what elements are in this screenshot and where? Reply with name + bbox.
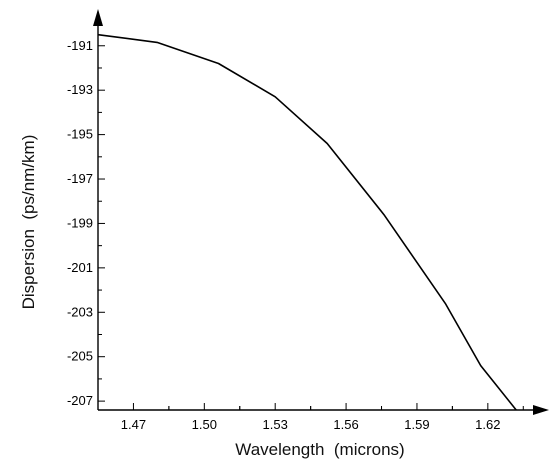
y-tick-label: -205	[67, 349, 93, 364]
y-tick-label: -201	[67, 260, 93, 275]
y-tick-label: -191	[67, 38, 93, 53]
y-ticks: -191 -193 -195 -197 -199 -201 -203 -205 -207	[67, 38, 105, 408]
axes	[93, 9, 549, 415]
x-tick-label: 1.53	[263, 417, 288, 432]
y-tick-label: -207	[67, 393, 93, 408]
x-axis-arrow	[533, 405, 549, 415]
y-tick-label: -197	[67, 171, 93, 186]
x-tick-label: 1.59	[404, 417, 429, 432]
y-tick-label: -203	[67, 304, 93, 319]
y-tick-label: -193	[67, 82, 93, 97]
x-tick-label: 1.50	[192, 417, 217, 432]
y-axis-title: Dispersion (ps/nm/km)	[19, 135, 38, 310]
y-tick-label: -199	[67, 215, 93, 230]
x-tick-label: 1.56	[333, 417, 358, 432]
dispersion-curve	[97, 33, 517, 411]
x-axis-title: Wavelength (microns)	[235, 440, 404, 459]
series-layer	[97, 33, 517, 411]
x-tick-label: 1.62	[475, 417, 500, 432]
y-axis-arrow	[93, 9, 103, 26]
x-tick-label: 1.47	[121, 417, 146, 432]
x-ticks: 1.47 1.50 1.53 1.56 1.59 1.62	[121, 403, 524, 432]
y-tick-label: -195	[67, 127, 93, 142]
